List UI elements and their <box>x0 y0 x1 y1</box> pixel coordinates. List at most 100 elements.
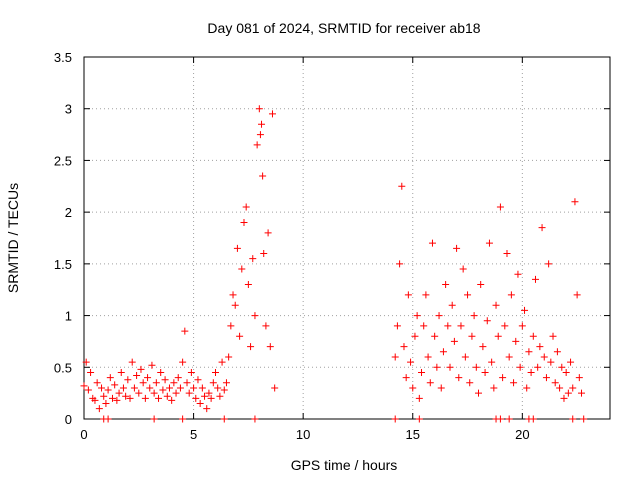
data-point <box>413 312 421 320</box>
data-point <box>578 389 586 397</box>
data-point <box>536 343 544 351</box>
zero-marker <box>391 415 399 423</box>
data-point <box>422 291 430 299</box>
data-point <box>260 250 268 258</box>
data-point <box>126 394 134 402</box>
data-point <box>214 384 222 392</box>
data-point <box>198 384 206 392</box>
data-point <box>144 374 152 382</box>
data-point <box>534 363 542 371</box>
data-point <box>560 394 568 402</box>
data-point <box>163 392 171 400</box>
data-point <box>117 368 125 376</box>
data-point <box>80 382 88 390</box>
zero-marker <box>580 415 588 423</box>
data-point <box>262 322 270 330</box>
data-point <box>551 379 559 387</box>
data-point <box>155 394 163 402</box>
ticks-layer: 0 5 10 15 20 0 0.5 1 1.5 2 2.5 3 3.5 <box>54 50 610 442</box>
data-point <box>391 353 399 361</box>
data-point <box>549 332 557 340</box>
data-point <box>407 358 415 366</box>
y-axis-label: SRMTID / TECUs <box>5 183 21 293</box>
data-point <box>488 358 496 366</box>
data-point <box>176 384 184 392</box>
data-point <box>113 396 121 404</box>
data-point <box>207 394 215 402</box>
data-point <box>553 348 561 356</box>
data-point <box>450 337 458 345</box>
data-point <box>247 343 255 351</box>
data-point <box>518 322 526 330</box>
data-point <box>104 386 112 394</box>
data-point <box>475 389 482 397</box>
data-point <box>569 384 577 392</box>
data-point <box>122 392 130 400</box>
data-point <box>466 379 474 387</box>
data-point <box>161 376 169 384</box>
data-point <box>181 327 189 335</box>
data-point <box>225 353 233 361</box>
data-point <box>400 343 408 351</box>
y-tick-label: 1 <box>65 309 72 324</box>
data-point <box>523 384 531 392</box>
data-point <box>444 322 452 330</box>
y-tick-label: 1.5 <box>54 257 72 272</box>
data-point <box>170 379 178 387</box>
zero-marker <box>569 415 577 423</box>
data-point <box>196 399 204 407</box>
x-tick-label: 0 <box>80 427 87 442</box>
data-point <box>573 291 581 299</box>
y-tick-label: 3 <box>65 102 72 117</box>
data-point <box>119 384 127 392</box>
data-point <box>516 363 524 371</box>
data-point <box>266 343 274 351</box>
data-point <box>150 389 158 397</box>
points-layer <box>80 105 588 423</box>
data-point <box>501 322 509 330</box>
data-point <box>152 379 160 387</box>
data-point <box>87 368 95 376</box>
data-point <box>264 229 272 237</box>
data-point <box>187 368 195 376</box>
data-point <box>439 348 447 356</box>
data-point <box>435 312 443 320</box>
data-point <box>209 379 217 387</box>
data-point <box>396 260 404 268</box>
data-point <box>240 218 248 226</box>
data-point <box>130 384 138 392</box>
data-point <box>527 368 535 376</box>
data-point <box>238 265 246 273</box>
data-point <box>218 358 226 366</box>
zero-marker <box>505 415 513 423</box>
data-point <box>268 110 276 118</box>
data-point <box>242 203 250 211</box>
data-point <box>137 365 145 373</box>
data-point <box>398 182 406 190</box>
data-point <box>485 239 493 247</box>
data-point <box>556 384 564 392</box>
grid-layer <box>84 57 610 419</box>
data-point <box>216 392 224 400</box>
data-point <box>437 384 445 392</box>
data-point <box>564 389 572 397</box>
y-tick-label: 0 <box>65 412 72 427</box>
data-point <box>483 317 491 325</box>
data-point <box>468 332 476 340</box>
zero-marker <box>220 415 228 423</box>
data-point <box>459 265 467 273</box>
data-point <box>461 353 469 361</box>
data-point <box>258 120 266 128</box>
data-point <box>146 384 154 392</box>
data-point <box>168 396 176 404</box>
data-point <box>192 394 200 402</box>
data-point <box>249 255 257 263</box>
data-point <box>411 332 419 340</box>
data-point <box>179 358 187 366</box>
data-point <box>540 353 548 361</box>
data-point <box>185 389 193 397</box>
data-point <box>494 332 502 340</box>
data-point <box>253 141 261 149</box>
data-point <box>98 384 106 392</box>
data-point <box>512 337 520 345</box>
